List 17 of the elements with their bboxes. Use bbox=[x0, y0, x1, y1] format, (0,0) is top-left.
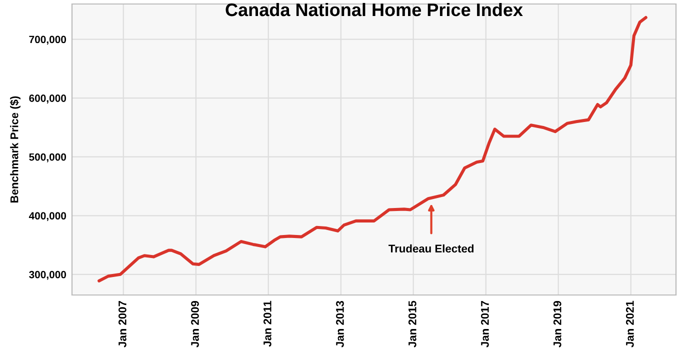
y-tick-label: 300,000 bbox=[29, 270, 66, 280]
x-tick-label: Jan 2017 bbox=[480, 301, 489, 348]
y-tick-label: 600,000 bbox=[29, 94, 66, 104]
x-tick-label: Jan 2007 bbox=[118, 301, 126, 348]
annotation: Trudeau Elected bbox=[388, 244, 474, 253]
x-tick-label: Jan 2009 bbox=[191, 300, 199, 348]
y-tick-label: 500,000 bbox=[29, 153, 66, 162]
x-tick-label: Jan 2019 bbox=[553, 300, 562, 348]
x-tick-label: Jan 2021 bbox=[626, 300, 634, 348]
y-tick-label: 700,000 bbox=[29, 36, 66, 45]
line-series bbox=[98, 16, 648, 282]
x-tick-label: Jan 2011 bbox=[263, 300, 272, 347]
x-tick-label: Jan 2015 bbox=[408, 300, 416, 348]
chart-title: Canada National Home Price Index bbox=[226, 2, 523, 16]
x-tick-label: Jan 2013 bbox=[336, 300, 344, 348]
y-tick-label: 400,000 bbox=[28, 212, 66, 222]
y-axis-title: Benchmark Price ($) bbox=[10, 96, 20, 202]
